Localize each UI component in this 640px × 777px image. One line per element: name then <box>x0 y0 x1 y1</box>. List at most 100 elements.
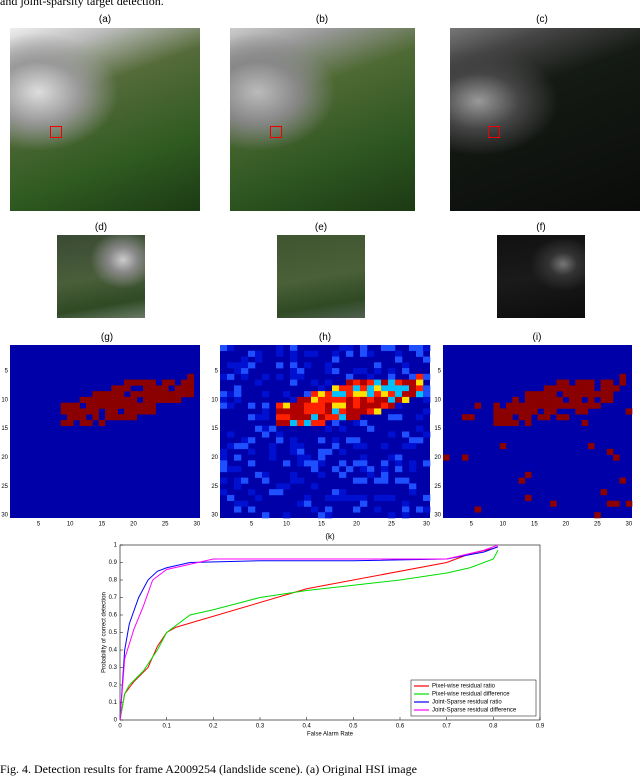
heatmap-cell <box>105 408 112 415</box>
heatmap-cell <box>325 408 333 415</box>
heatmap-cell <box>318 448 326 455</box>
heatmap-cell <box>269 425 277 432</box>
heatmap-cell <box>220 448 228 455</box>
heatmap-cell <box>332 408 340 415</box>
heatmap-cell <box>241 356 249 363</box>
heatmap-cell <box>537 402 545 409</box>
heatmap-cell <box>423 356 431 363</box>
heatmap-cell <box>339 396 347 403</box>
heatmap-cell <box>262 425 270 432</box>
heatmap-cell <box>234 396 242 403</box>
heatmap-cell <box>374 379 382 386</box>
heatmap-cell <box>374 396 382 403</box>
y-tick-label: 25 <box>211 484 218 490</box>
heatmap-cell <box>111 385 118 392</box>
heatmap-cell <box>512 396 519 403</box>
heatmap-cell <box>416 345 424 352</box>
heatmap-cell <box>353 379 361 386</box>
x-tick-label: 0.3 <box>256 724 265 730</box>
heatmap-cell <box>269 443 277 450</box>
x-tick-label: 25 <box>162 522 169 528</box>
heatmap-cell <box>86 402 93 409</box>
heatmap-cell <box>318 402 326 409</box>
heatmap-cell <box>149 391 156 398</box>
heatmap-cell <box>468 414 475 421</box>
heatmap-cell <box>234 385 242 392</box>
heatmap-cell <box>550 396 557 403</box>
heatmap-cell <box>325 512 333 519</box>
heatmap-cell <box>575 385 582 392</box>
crop-image <box>497 235 585 318</box>
heatmap-cell <box>346 402 354 409</box>
x-tick-label: 20 <box>130 522 137 528</box>
heatmap-cell <box>332 414 340 421</box>
heatmap-cell <box>381 471 389 478</box>
heatmap-cell <box>143 408 150 415</box>
heatmap-cell <box>290 443 298 450</box>
y-tick-label: 10 <box>1 397 8 403</box>
heatmap-cell <box>402 385 410 392</box>
y-tick-label: 5 <box>5 369 9 375</box>
heatmap-cell <box>388 373 396 380</box>
heatmap-cell <box>381 396 389 403</box>
heatmap-cell <box>346 373 354 380</box>
heatmap-cell <box>409 443 417 450</box>
heatmap-cell <box>493 414 500 421</box>
heatmap-cell <box>297 443 305 450</box>
y-tick-label: 5 <box>215 369 219 375</box>
heatmap-cell <box>168 379 175 386</box>
heatmap-cell <box>353 414 361 421</box>
heatmap-cell <box>276 414 284 421</box>
heatmap-cell <box>241 373 249 380</box>
heatmap-cell <box>550 408 557 415</box>
heatmap-cell <box>220 391 228 398</box>
heatmap-cell <box>276 419 284 427</box>
y-tick-label: 1 <box>114 543 118 549</box>
x-tick-label: 10 <box>67 522 74 528</box>
heatmap-cell <box>311 506 319 513</box>
heatmap-cell <box>297 460 305 467</box>
heatmap-cell <box>339 489 347 496</box>
crop-image <box>277 235 365 318</box>
satellite-image <box>230 28 415 211</box>
heatmap-cell <box>395 454 403 461</box>
heatmap-cell <box>569 385 576 392</box>
heatmap-cell <box>613 385 620 392</box>
heatmap-cell <box>562 379 570 386</box>
heatmap-cell <box>381 379 389 386</box>
heatmap-cell <box>353 460 361 467</box>
heatmap-cell <box>524 471 532 478</box>
heatmap-cell <box>395 356 403 363</box>
heatmap-cell <box>143 379 150 386</box>
heatmap-cell <box>290 379 298 386</box>
heatmap-cell <box>332 402 340 409</box>
heatmap-cell <box>149 379 156 386</box>
heatmap-cell <box>600 396 608 403</box>
heatmap-cell <box>339 414 347 421</box>
heatmap-cell <box>73 408 80 415</box>
heatmap-cell <box>297 500 305 507</box>
heatmap-cell <box>130 402 137 409</box>
heatmap-cell <box>332 419 340 427</box>
heatmap-cell <box>67 419 74 427</box>
heatmap-cell <box>290 471 298 478</box>
heatmap-cell <box>248 489 256 496</box>
x-tick-label: 15 <box>531 522 538 528</box>
heatmap-cell <box>136 379 144 386</box>
target-box <box>270 126 282 138</box>
heatmap-cell <box>581 419 589 427</box>
heatmap-cell <box>381 402 389 409</box>
heatmap-cell <box>474 506 482 513</box>
heatmap-cell <box>493 402 500 409</box>
heatmap-cell <box>143 396 150 403</box>
heatmap-cell <box>98 391 106 398</box>
heatmap-cell <box>339 385 347 392</box>
heatmap-cell <box>124 385 131 392</box>
heatmap-cell <box>290 373 298 380</box>
heatmap-cell <box>388 396 396 403</box>
heatmap-cell <box>388 431 396 438</box>
heatmap-cell <box>105 396 112 403</box>
heatmap-cell <box>325 362 333 369</box>
heatmap-cell <box>311 402 319 409</box>
heatmap-cell <box>304 350 312 357</box>
